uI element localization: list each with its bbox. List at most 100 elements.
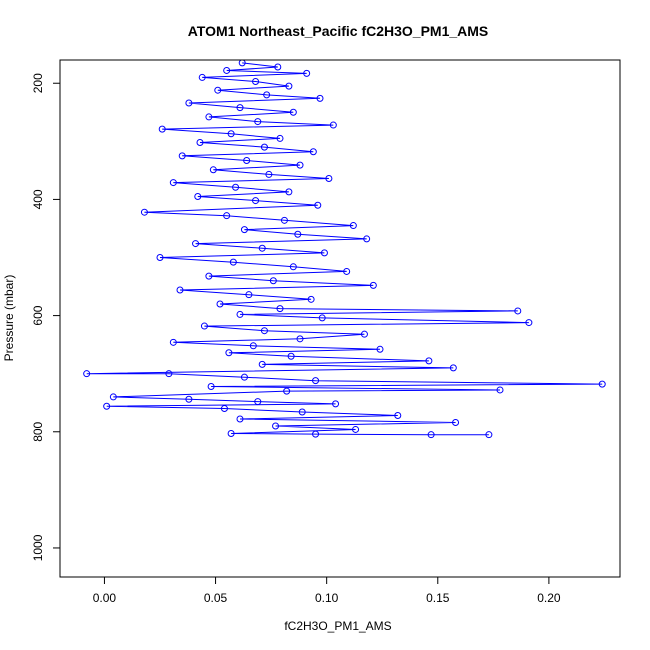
y-tick-label: 400 bbox=[31, 189, 45, 209]
data-point bbox=[349, 222, 357, 230]
data-point bbox=[252, 77, 260, 85]
data-point bbox=[269, 277, 277, 285]
data-point bbox=[258, 360, 266, 368]
data-point bbox=[185, 395, 193, 403]
data-point bbox=[260, 327, 268, 335]
data-point bbox=[360, 330, 368, 338]
y-tick-label: 200 bbox=[31, 73, 45, 93]
data-point bbox=[329, 121, 337, 129]
data-point bbox=[496, 386, 504, 394]
data-point bbox=[227, 430, 235, 438]
data-point bbox=[296, 161, 304, 169]
x-tick-label: 0.05 bbox=[204, 591, 228, 605]
data-point bbox=[176, 286, 184, 294]
data-point bbox=[207, 382, 215, 390]
data-point bbox=[289, 108, 297, 116]
data-point bbox=[238, 60, 246, 67]
data-point bbox=[318, 314, 326, 322]
data-point bbox=[109, 393, 117, 401]
data-point bbox=[198, 73, 206, 81]
data-point bbox=[294, 230, 302, 238]
x-axis: 0.00 0.05 0.10 0.15 0.20 bbox=[93, 576, 561, 605]
data-point bbox=[276, 305, 284, 313]
data-point bbox=[227, 130, 235, 138]
data-point bbox=[289, 263, 297, 271]
data-point bbox=[312, 430, 320, 438]
y-axis: 200 400 600 800 1000 bbox=[31, 73, 61, 561]
data-point bbox=[316, 94, 324, 102]
data-point bbox=[325, 175, 333, 183]
data-point bbox=[236, 310, 244, 318]
data-point bbox=[209, 166, 217, 174]
data-point bbox=[274, 63, 282, 71]
data-point bbox=[363, 235, 371, 243]
data-point bbox=[343, 267, 351, 275]
data-point bbox=[260, 143, 268, 151]
data-point bbox=[223, 66, 231, 74]
data-point bbox=[236, 104, 244, 112]
data-point bbox=[280, 216, 288, 224]
data-point bbox=[249, 342, 257, 350]
data-point bbox=[298, 408, 306, 416]
data-point bbox=[140, 208, 148, 216]
data-point bbox=[192, 240, 200, 248]
data-point bbox=[254, 118, 262, 126]
data-point bbox=[485, 431, 493, 439]
data-point bbox=[178, 152, 186, 160]
data-point bbox=[225, 349, 233, 357]
data-point bbox=[369, 281, 377, 289]
data-point bbox=[376, 345, 384, 353]
data-point bbox=[283, 387, 291, 395]
data-point bbox=[427, 431, 435, 439]
data-point bbox=[220, 405, 228, 413]
data-point bbox=[223, 212, 231, 220]
data-point bbox=[165, 370, 173, 378]
data-point bbox=[425, 357, 433, 365]
data-point bbox=[252, 197, 260, 205]
data-point bbox=[205, 113, 213, 121]
data-point bbox=[285, 188, 293, 196]
data-point bbox=[240, 373, 248, 381]
data-point bbox=[309, 148, 317, 156]
data-point bbox=[103, 402, 111, 410]
data-point bbox=[303, 69, 311, 77]
data-point bbox=[254, 398, 262, 406]
data-point bbox=[245, 291, 253, 299]
data-point bbox=[307, 295, 315, 303]
x-tick-label: 0.00 bbox=[93, 591, 117, 605]
data-point bbox=[196, 138, 204, 146]
data-point bbox=[243, 156, 251, 164]
series-line bbox=[86, 62, 603, 436]
data-point bbox=[452, 418, 460, 426]
data-point bbox=[285, 82, 293, 90]
x-tick-label: 0.20 bbox=[537, 591, 561, 605]
data-point bbox=[449, 364, 457, 372]
data-point bbox=[156, 254, 164, 262]
x-tick-label: 0.10 bbox=[315, 591, 339, 605]
data-point bbox=[240, 226, 248, 234]
data-point bbox=[276, 134, 284, 142]
data-point bbox=[332, 400, 340, 408]
chart-title: ATOM1 Northeast_Pacific fC2H3O_PM1_AMS bbox=[188, 23, 489, 39]
data-point bbox=[394, 412, 402, 420]
data-point bbox=[169, 338, 177, 346]
data-point bbox=[514, 307, 522, 315]
data-point bbox=[263, 91, 271, 99]
data-point bbox=[352, 425, 360, 433]
data-point bbox=[287, 352, 295, 360]
data-point bbox=[194, 193, 202, 201]
data-point bbox=[185, 99, 193, 107]
data-point bbox=[216, 300, 224, 308]
y-tick-label: 1000 bbox=[31, 534, 45, 561]
data-point bbox=[314, 201, 322, 209]
data-point bbox=[169, 179, 177, 187]
data-point bbox=[258, 244, 266, 252]
y-axis-label: Pressure (mbar) bbox=[2, 275, 16, 362]
data-point bbox=[236, 415, 244, 423]
data-point bbox=[312, 377, 320, 385]
data-point bbox=[83, 370, 91, 378]
y-tick-label: 600 bbox=[31, 305, 45, 325]
y-tick-label: 800 bbox=[31, 421, 45, 441]
data-point bbox=[205, 272, 213, 280]
